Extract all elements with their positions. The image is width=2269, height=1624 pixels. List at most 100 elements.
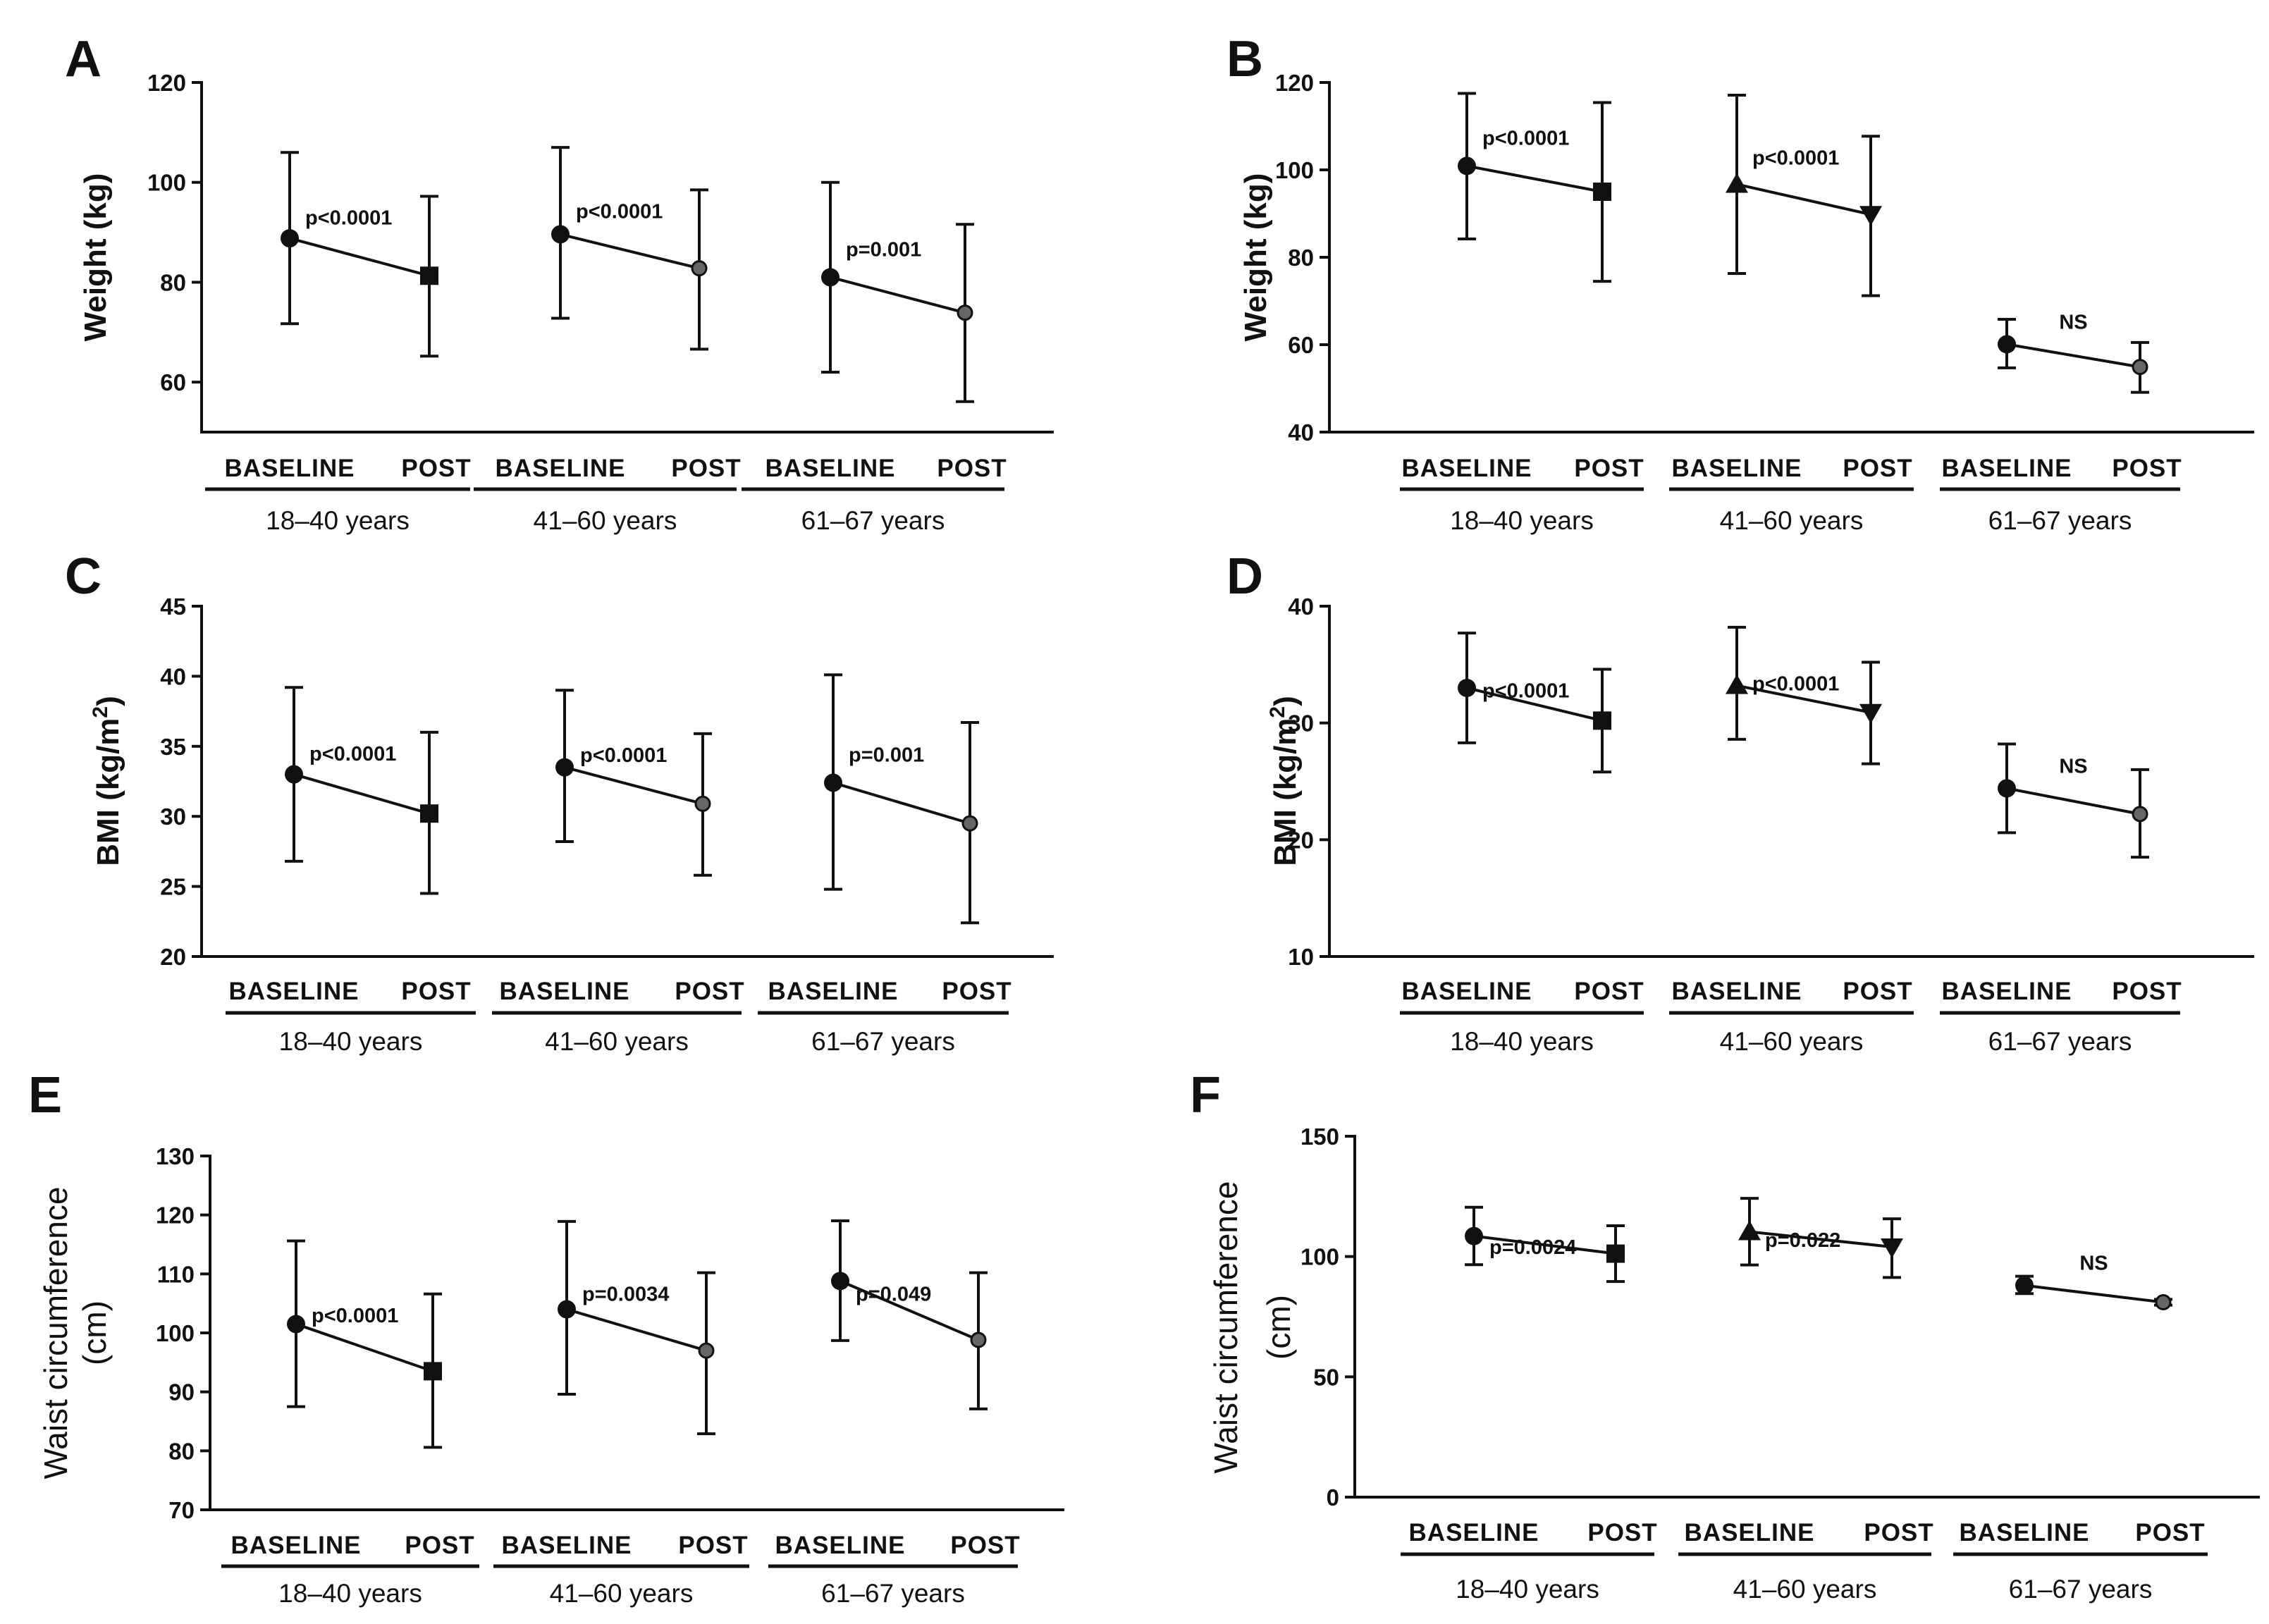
y-tick-label: 40: [160, 663, 186, 689]
panel-letter: F: [1190, 1067, 1221, 1124]
x-category-baseline: BASELINE: [1402, 455, 1532, 482]
y-tick-label: 50: [1313, 1364, 1339, 1390]
group-label: 18–40 years: [1450, 506, 1594, 535]
point-post: [1606, 1244, 1625, 1263]
group-3: p=0.001 BASELINE POST 61–67 years: [742, 180, 1007, 535]
panel-letter: E: [28, 1067, 62, 1124]
group-1: p<0.0001 BASELINE POST 18–40 years: [1400, 632, 1644, 1056]
x-category-baseline: BASELINE: [502, 1532, 632, 1559]
y-tick-label: 80: [1288, 245, 1314, 271]
panel-letter: D: [1226, 548, 1263, 605]
y-tick-label: 80: [160, 269, 186, 295]
x-category-post: POST: [671, 455, 741, 482]
point-baseline: [821, 268, 840, 287]
group-label: 41–60 years: [550, 1579, 694, 1608]
mean-line: [295, 1322, 433, 1373]
x-category-post: POST: [1864, 1519, 1933, 1546]
y-tick-label: 30: [1288, 710, 1314, 737]
p-value-annotation: p<0.0001: [1482, 127, 1569, 149]
y-tick-label: 110: [157, 1261, 195, 1287]
mean-line: [840, 1279, 979, 1341]
x-category-baseline: BASELINE: [229, 978, 359, 1005]
y-tick-label: 150: [1300, 1124, 1339, 1150]
point-baseline: [551, 225, 570, 244]
y-axis-label: BMI (kg/m2): [89, 696, 125, 866]
x-category-post: POST: [1574, 455, 1644, 482]
y-axis-label: Weight (kg): [78, 173, 113, 342]
point-post: [420, 804, 438, 823]
group-label: 41–60 years: [1720, 506, 1864, 535]
panel-e: E 70 80 90 100 110 120 130 Waist circumference (c…: [28, 1067, 1064, 1608]
p-value-annotation: NS: [2059, 311, 2087, 333]
group-3: NS BASELINE POST 61–67 years: [1940, 742, 2182, 1056]
x-category-baseline: BASELINE: [1960, 1519, 2090, 1546]
y-tick-label: 30: [160, 804, 186, 830]
p-value-annotation: NS: [2059, 755, 2087, 777]
group-label: 18–40 years: [279, 1027, 423, 1056]
y-tick-label: 120: [156, 1202, 195, 1229]
x-category-baseline: BASELINE: [231, 1532, 362, 1559]
mean-line: [566, 1308, 707, 1353]
group-2: p=0.022 BASELINE POST 41–60 years: [1678, 1197, 1933, 1604]
x-category-post: POST: [675, 978, 744, 1005]
y-tick-label: 130: [156, 1143, 195, 1169]
p-value-annotation: p<0.0001: [576, 200, 663, 223]
mean-line: [2006, 787, 2141, 816]
group-1: p<0.0001 BASELINE POST 18–40 years: [226, 686, 476, 1056]
mean-line: [293, 773, 430, 816]
point-baseline: [1726, 674, 1748, 694]
p-value-annotation: p=0.022: [1765, 1229, 1840, 1252]
y-axis-label: Weight (kg): [1238, 173, 1273, 342]
y-tick-label: 120: [147, 70, 186, 96]
x-category-post: POST: [2112, 455, 2182, 482]
mean-line: [289, 237, 430, 278]
y-axis-label-unit: (cm): [76, 1300, 113, 1365]
x-category-post: POST: [1843, 455, 1912, 482]
y-tick-label: 60: [1288, 332, 1314, 358]
panel-a: A 60 80 100 120 Weight (kg) p<0.0001 BASELINE PO…: [65, 31, 1054, 535]
group-label: 41–60 years: [534, 506, 677, 535]
point-post: [420, 266, 438, 285]
mean-line: [1473, 1234, 1616, 1255]
panel-f: F 0 50 100 150 Waist circumference (cm) p=0.002…: [1190, 1067, 2260, 1604]
panel-d: D 10 20 30 40 BMI (kg/m2) p<0.0001 BASELINE POST…: [1226, 548, 2254, 1056]
y-tick-label: 100: [147, 170, 186, 196]
group-2: p<0.0001 BASELINE POST 41–60 years: [474, 146, 741, 535]
p-value-annotation: p<0.0001: [1482, 679, 1569, 702]
point-baseline: [831, 1272, 849, 1291]
point-post: [2132, 806, 2148, 823]
x-category-baseline: BASELINE: [1672, 978, 1802, 1005]
panel-c: C 20 25 30 35 40 45 BMI (kg/m2) p<0.0001 BASELINE…: [65, 548, 1054, 1056]
panel-letter: B: [1226, 31, 1263, 87]
point-post: [424, 1362, 442, 1381]
point-post: [1881, 1238, 1903, 1259]
y-tick-label: 40: [1288, 593, 1314, 620]
x-category-baseline: BASELINE: [768, 978, 899, 1005]
point-baseline: [824, 773, 842, 792]
p-value-annotation: p<0.0001: [580, 744, 667, 767]
group-1: p<0.0001 BASELINE POST 18–40 years: [1400, 92, 1644, 535]
point-baseline: [1458, 678, 1476, 697]
x-category-post: POST: [405, 1532, 474, 1559]
x-category-baseline: BASELINE: [1672, 455, 1802, 482]
x-category-baseline: BASELINE: [1409, 1519, 1539, 1546]
x-category-post: POST: [1574, 978, 1644, 1005]
x-category-post: POST: [937, 455, 1007, 482]
group-label: 41–60 years: [1720, 1027, 1864, 1056]
y-tick-label: 100: [1275, 157, 1314, 183]
y-tick-label: 45: [160, 593, 186, 620]
point-post: [2155, 1294, 2172, 1311]
y-axis-label: BMI (kg/m2): [1266, 696, 1303, 866]
y-tick-label: 40: [1288, 419, 1314, 445]
point-post: [691, 260, 708, 277]
point-post: [961, 815, 978, 832]
x-category-post: POST: [2135, 1519, 2205, 1546]
mean-line: [830, 276, 966, 314]
p-value-annotation: p=0.001: [846, 238, 921, 261]
point-post: [1859, 206, 1882, 226]
group-3: p=0.049 BASELINE POST 61–67 years: [768, 1219, 1020, 1608]
point-baseline: [1998, 779, 2016, 798]
point-post: [1593, 183, 1611, 201]
mean-line: [2006, 343, 2141, 369]
